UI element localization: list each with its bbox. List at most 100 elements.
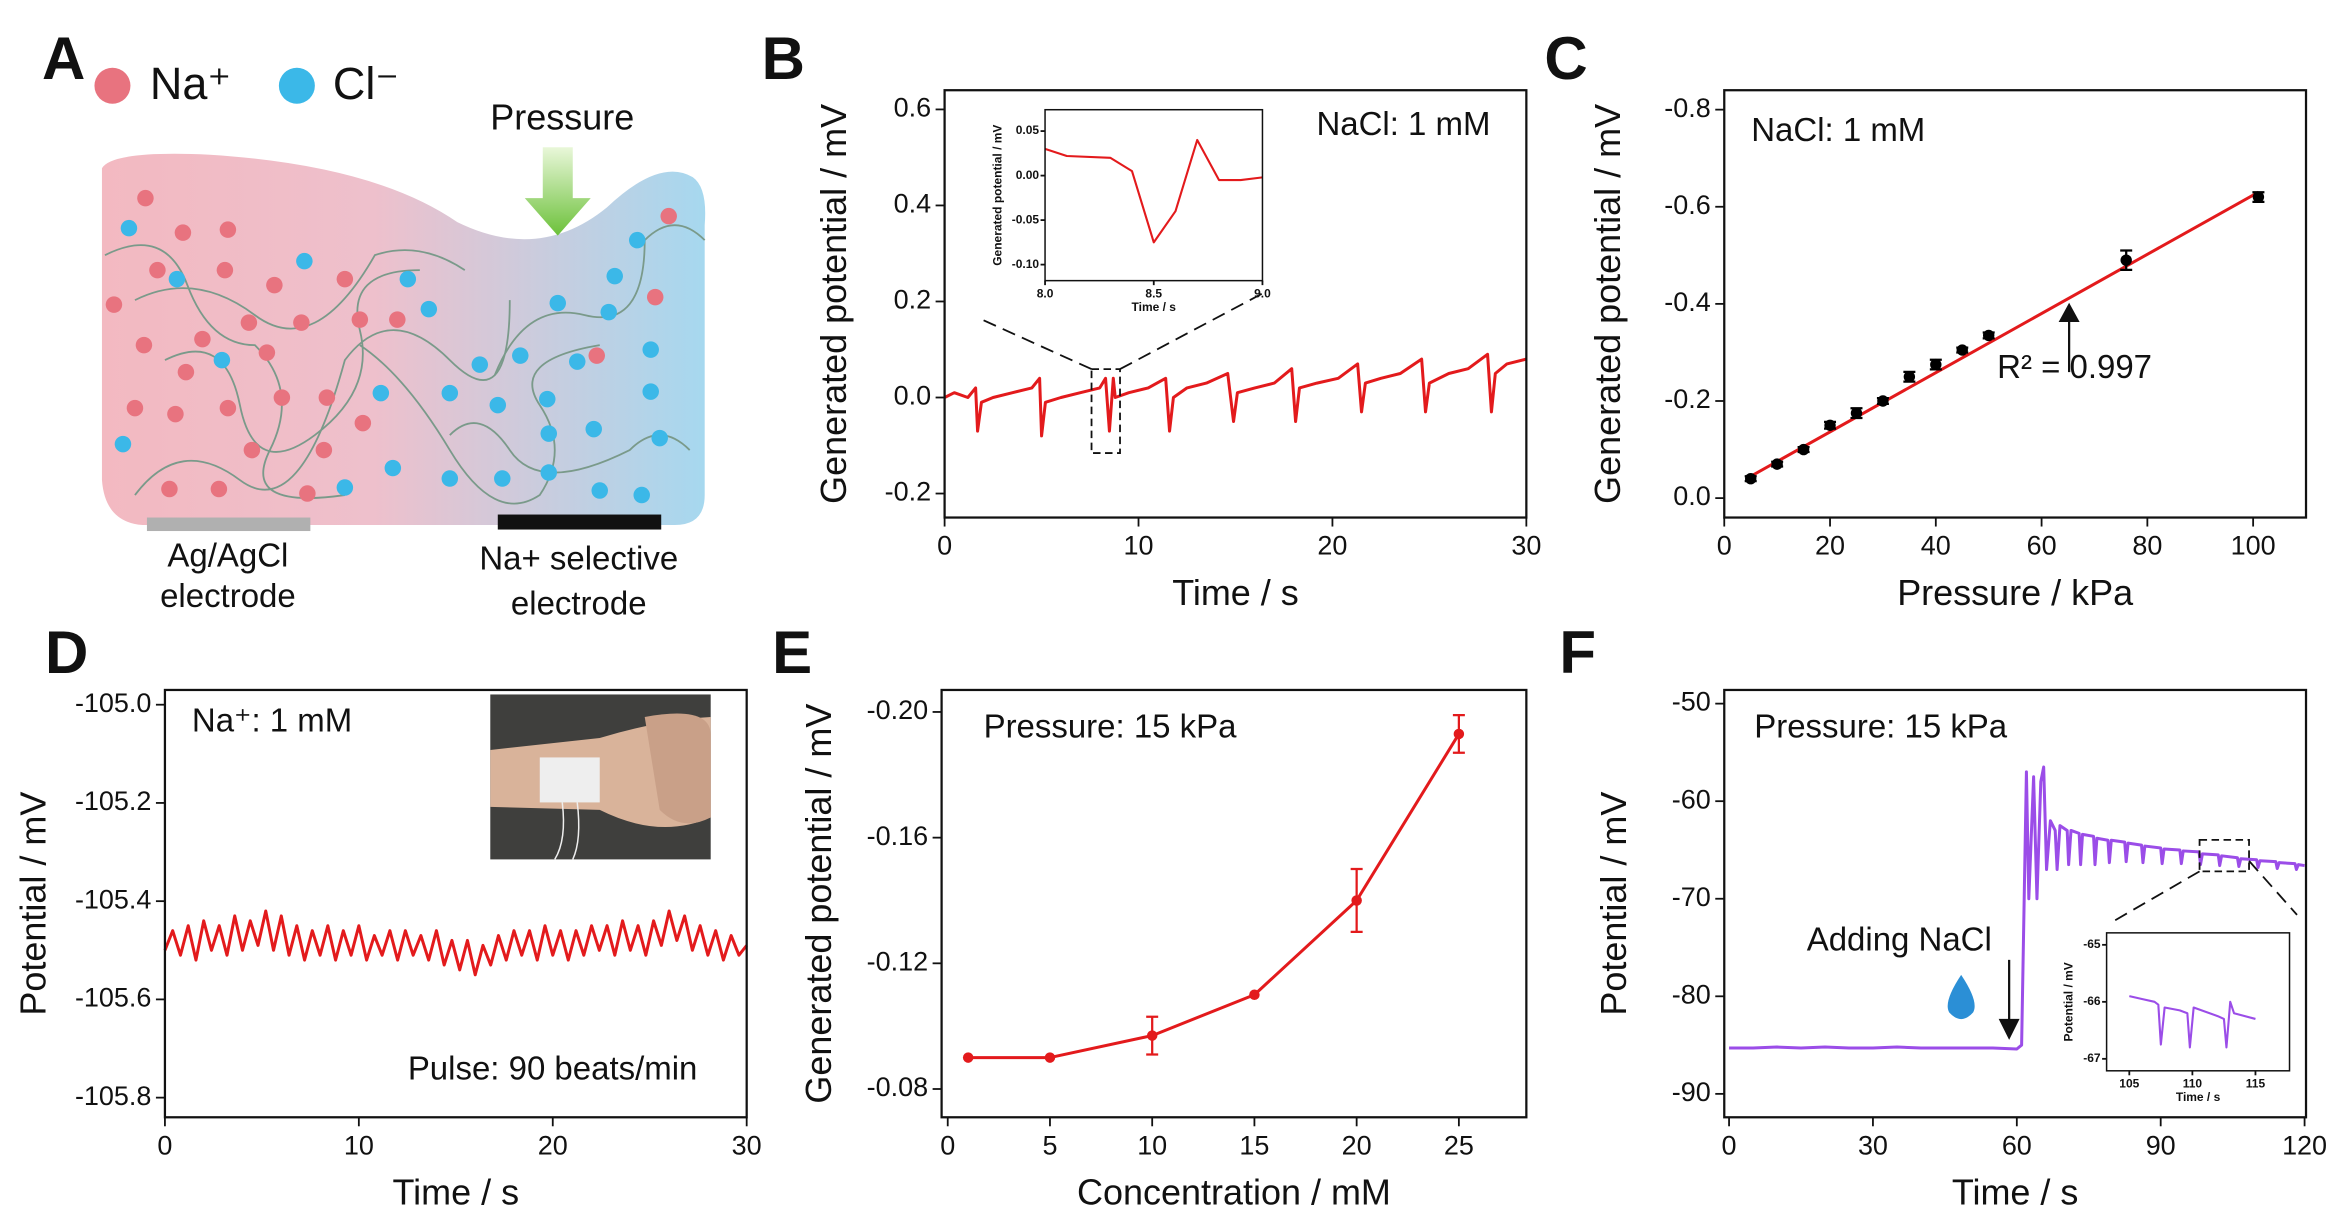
y-tick-label: -66 [2083, 994, 2101, 1008]
x-tick-label: 25 [1444, 1130, 1474, 1160]
selective-electrode [497, 514, 662, 530]
y-tick-label: -0.8 [1664, 93, 1710, 123]
electrode-label: electrode [511, 585, 647, 622]
x-tick-label: 10 [1124, 531, 1154, 561]
x-tick-label: 40 [1921, 531, 1951, 561]
cl-ion [585, 420, 602, 438]
annotation: NaCl: 1 mM [1316, 105, 1490, 142]
y-tick-label: -0.12 [867, 946, 928, 976]
na-ion [389, 311, 406, 328]
y-tick-label: 0.00 [1016, 168, 1040, 182]
inset-chart: 105 110 115 -67 -66 -65 Time / s Potential / mV [2061, 932, 2291, 1104]
y-axis-label: Potential / mV [2061, 962, 2075, 1041]
plot-area [1045, 109, 1263, 281]
na-ion [266, 276, 283, 294]
cl-ion [384, 459, 402, 477]
y-tick-label: -90 [1672, 1077, 1711, 1107]
plot-area [1724, 90, 2307, 518]
data-point [1797, 443, 1810, 456]
na-ion [588, 347, 605, 364]
y-tick-label: -80 [1672, 979, 1711, 1009]
pressure-arrow [524, 147, 591, 236]
hydrogel [101, 153, 706, 526]
na-ion [177, 363, 195, 381]
data-point [1249, 989, 1260, 1000]
x-axis-label: Time / s [1172, 572, 1299, 613]
na-ion [194, 330, 211, 348]
agcl-electrode [146, 517, 311, 532]
y-tick-label: 0.2 [894, 285, 932, 315]
photo-patch [539, 757, 600, 803]
na-ion [216, 261, 234, 279]
data-line [968, 733, 1461, 1060]
data-point [1745, 472, 1757, 485]
y-tick-label: -60 [1672, 784, 1711, 814]
x-tick-label: 5 [1042, 1130, 1057, 1160]
data-line [2129, 995, 2256, 1049]
data-point [1850, 407, 1863, 419]
y-tick-label: -105.4 [75, 884, 151, 914]
data-point [1930, 358, 1942, 371]
cl-ion [494, 470, 511, 487]
cl-ion [642, 341, 659, 358]
x-axis-label: Time / s [1132, 300, 1177, 314]
x-tick-label: 20 [538, 1130, 568, 1160]
data-point [1351, 895, 1362, 906]
cl-ion [420, 300, 438, 318]
cl-ion [120, 219, 138, 237]
panel-letter: A [42, 25, 85, 92]
x-axis-label: Concentration / mM [1077, 1172, 1391, 1213]
y-axis-label: Potential / mV [12, 792, 53, 1016]
schematic: Na⁺ Cl⁻ Pressure Ag/AgCl electrode Na+ s… [42, 25, 706, 622]
na-ion [240, 314, 258, 331]
annotation: Pulse: 90 beats/min [408, 1050, 698, 1087]
na-ion [293, 314, 310, 331]
data-point [1453, 728, 1465, 740]
x-tick-label: 80 [2132, 531, 2162, 561]
electrode-label: electrode [160, 577, 296, 614]
y-tick-label: -0.10 [1012, 257, 1040, 271]
cl-ion [540, 464, 558, 481]
y-axis-label: Generated potential / mV [991, 125, 1005, 266]
y-tick-label: -0.4 [1664, 287, 1710, 317]
cl-ion [372, 384, 390, 402]
y-tick-label: 0.05 [1016, 123, 1040, 137]
cl-ion [642, 383, 659, 400]
cl-ion [399, 270, 417, 288]
cl-ion [213, 351, 231, 369]
x-tick-label: 15 [1239, 1130, 1269, 1160]
cl-ion [489, 396, 507, 414]
x-tick-label: 20 [1342, 1130, 1372, 1160]
y-tick-label: -0.6 [1664, 190, 1710, 220]
cl-ion [600, 303, 617, 321]
cl-ion [606, 267, 623, 285]
annotation: NaCl: 1 mM [1751, 111, 1925, 148]
y-tick-label: -105.2 [75, 786, 151, 816]
na-ion [299, 485, 316, 502]
cl-ion [628, 231, 646, 249]
na-ion [105, 296, 123, 313]
x-axis-label: Pressure / kPa [1897, 572, 2133, 613]
plot-frame [1723, 688, 2308, 1119]
na-ion [210, 480, 228, 498]
zoom-box [2198, 839, 2250, 873]
x-tick-label: 8.0 [1037, 286, 1054, 300]
na-ion [126, 399, 144, 417]
na-ion [243, 441, 261, 459]
electrode-label: Na+ selective [479, 540, 678, 577]
y-axis-label: Generated potential / mV [798, 704, 839, 1104]
arrow-head [1998, 1018, 2020, 1040]
plot-frame [163, 688, 748, 1119]
cl-ion [549, 294, 567, 312]
x-tick-label: 8.5 [1145, 286, 1162, 300]
annotation: Pressure: 15 kPa [1754, 708, 2008, 745]
data-line [943, 352, 1527, 438]
electrode-label: Ag/AgCl [167, 537, 288, 574]
zoom-line [2113, 870, 2201, 922]
y-tick-label: -105.6 [75, 983, 151, 1013]
y-tick-label: -105.8 [75, 1081, 151, 1111]
x-axis-label: Time / s [2176, 1090, 2221, 1104]
data-point [1044, 1052, 1056, 1063]
x-tick-label: 60 [2002, 1130, 2032, 1160]
panel-letter: F [1559, 619, 1596, 686]
